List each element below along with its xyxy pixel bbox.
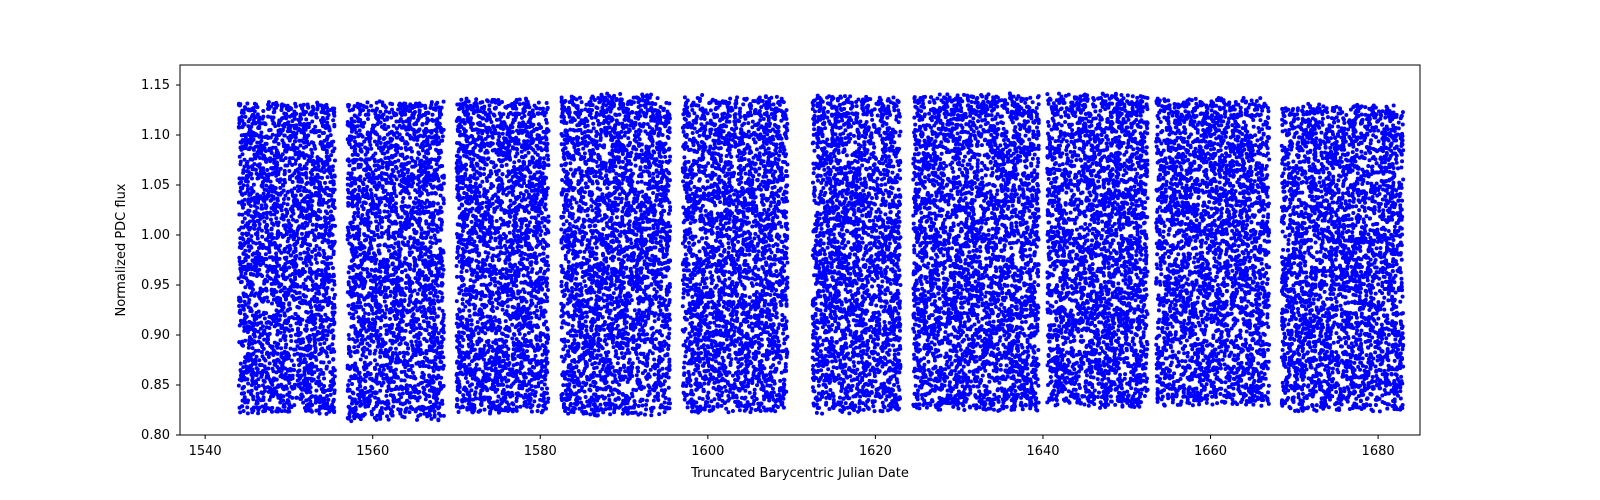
x-tick-label: 1680 xyxy=(1362,444,1395,459)
y-tick-label: 0.90 xyxy=(141,328,170,343)
chart-svg: 1540 1560 1580 1600 1620 1640 1660 1680 0.80 0.85… xyxy=(0,0,1600,500)
x-tick-label: 1620 xyxy=(859,444,892,459)
x-tick-label: 1560 xyxy=(356,444,389,459)
x-tick-label: 1600 xyxy=(691,444,724,459)
lightcurve-chart: 1540 1560 1580 1600 1620 1640 1660 1680 0.80 0.85… xyxy=(0,0,1600,500)
x-tick-label: 1540 xyxy=(189,444,222,459)
y-tick-label: 0.95 xyxy=(141,278,170,293)
y-tick-label: 1.10 xyxy=(141,128,170,143)
y-tick-label: 1.15 xyxy=(141,78,170,93)
y-tick-label: 1.05 xyxy=(141,178,170,193)
y-tick-label: 0.85 xyxy=(141,378,170,393)
x-tick-label: 1660 xyxy=(1194,444,1227,459)
y-tick-label: 1.00 xyxy=(141,228,170,243)
x-tick-label: 1640 xyxy=(1026,444,1059,459)
x-tick-label: 1580 xyxy=(524,444,557,459)
y-tick-label: 0.80 xyxy=(141,428,170,443)
y-axis-label: Normalized PDC flux xyxy=(114,183,129,316)
x-axis-label: Truncated Barycentric Julian Date xyxy=(690,466,909,481)
